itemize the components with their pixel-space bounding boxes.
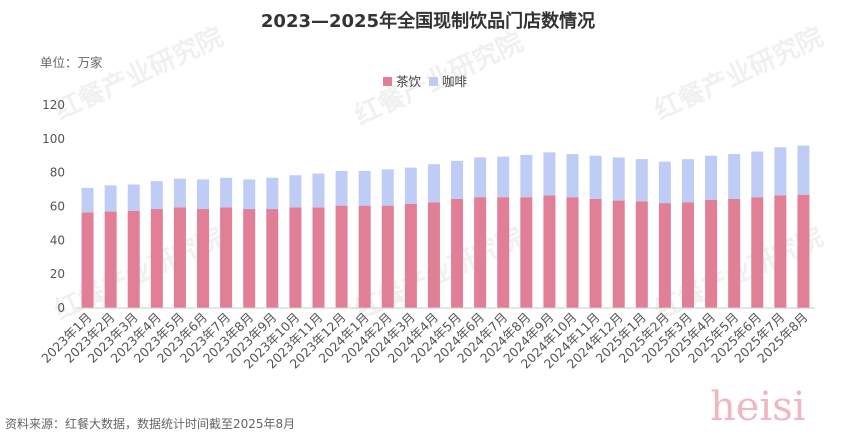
bar-segment-1	[266, 177, 279, 210]
bar-segment-1	[127, 184, 140, 211]
bar-segment-0	[220, 207, 233, 308]
bar-segment-1	[728, 154, 741, 199]
bar-segment-0	[381, 205, 394, 308]
bar-segment-1	[658, 161, 671, 204]
y-tick-label: 100	[42, 132, 65, 146]
bar-segment-0	[474, 197, 487, 308]
bar-segment-0	[312, 207, 325, 308]
watermark-2: 红餐产业研究院	[650, 21, 828, 126]
y-tick-label: 60	[50, 200, 65, 214]
bar-segment-1	[705, 155, 718, 200]
bar-segment-1	[173, 178, 186, 208]
bar-segment-1	[589, 155, 602, 199]
bar-segment-1	[81, 187, 94, 213]
watermark-0: 红餐产业研究院	[50, 21, 228, 126]
bar-segment-0	[81, 212, 94, 308]
bar-segment-0	[520, 197, 533, 308]
bar-segment-0	[173, 207, 186, 308]
bar-segment-1	[289, 175, 302, 208]
y-tick-label: 40	[50, 233, 65, 247]
bar-segment-1	[381, 169, 394, 206]
bar-segment-1	[312, 173, 325, 208]
bar-segment-0	[751, 197, 764, 308]
bar-segment-0	[451, 198, 464, 308]
y-tick-label: 20	[50, 267, 65, 281]
x-axis: 2023年1月2023年2月2023年3月2023年4月2023年5月2023年…	[38, 310, 810, 372]
bar-segment-1	[104, 185, 117, 212]
bars	[81, 145, 810, 308]
bar-segment-1	[358, 170, 371, 206]
bar-segment-1	[797, 145, 810, 195]
bar-segment-1	[150, 181, 163, 210]
bar-segment-0	[197, 209, 210, 308]
y-tick-label: 120	[42, 98, 65, 112]
bar-segment-0	[566, 197, 579, 308]
bar-segment-1	[427, 164, 440, 203]
bar-segment-0	[266, 209, 279, 308]
bar-segment-0	[497, 197, 510, 308]
bar-segment-1	[543, 152, 556, 196]
y-tick-label: 0	[57, 301, 65, 315]
bar-segment-1	[566, 154, 579, 198]
bar-segment-0	[589, 198, 602, 308]
bar-segment-0	[797, 194, 810, 308]
bar-segment-0	[658, 203, 671, 308]
bar-segment-0	[427, 202, 440, 308]
bar-segment-1	[751, 151, 764, 198]
bar-segment-0	[104, 211, 117, 308]
bar-segment-0	[635, 201, 648, 308]
bar-segment-0	[358, 205, 371, 308]
legend-label: 咖啡	[442, 74, 468, 89]
watermark-1: 红餐产业研究院	[350, 26, 528, 131]
legend-label: 茶饮	[396, 74, 422, 89]
bar-segment-0	[404, 203, 417, 308]
bar-segment-0	[243, 209, 256, 308]
bar-segment-1	[404, 167, 417, 204]
bar-segment-0	[728, 198, 741, 308]
bar-segment-1	[497, 156, 510, 198]
bar-segment-1	[520, 154, 533, 198]
bar-segment-1	[681, 159, 694, 203]
unit-label: 单位：万家	[40, 55, 103, 70]
bar-segment-1	[451, 160, 464, 199]
signature-watermark: heisi	[710, 384, 806, 430]
bar-segment-1	[197, 179, 210, 210]
bar-segment-0	[612, 200, 625, 308]
bar-segment-1	[335, 170, 348, 206]
bar-segment-1	[474, 157, 487, 198]
source-note: 资料来源：红餐大数据，数据统计时间截至2025年8月	[5, 416, 295, 431]
legend-swatch	[429, 77, 438, 86]
bar-segment-1	[243, 179, 256, 210]
bar-segment-0	[289, 207, 302, 308]
bar-segment-0	[150, 209, 163, 308]
bar-segment-1	[774, 147, 787, 196]
chart-title: 2023—2025年全国现制饮品门店数情况	[261, 10, 595, 32]
bar-segment-0	[335, 205, 348, 308]
y-axis: 0 20 40 60 80 100 120	[42, 98, 65, 315]
bar-segment-0	[681, 202, 694, 308]
bar-segment-0	[774, 195, 787, 308]
bar-segment-0	[127, 210, 140, 308]
bar-segment-1	[612, 157, 625, 201]
legend: 茶饮 咖啡	[383, 74, 468, 89]
bar-segment-1	[220, 177, 233, 208]
legend-swatch	[383, 77, 392, 86]
bar-segment-0	[543, 195, 556, 308]
y-tick-label: 80	[50, 166, 65, 180]
bar-segment-0	[705, 199, 718, 308]
bar-segment-1	[635, 159, 648, 202]
